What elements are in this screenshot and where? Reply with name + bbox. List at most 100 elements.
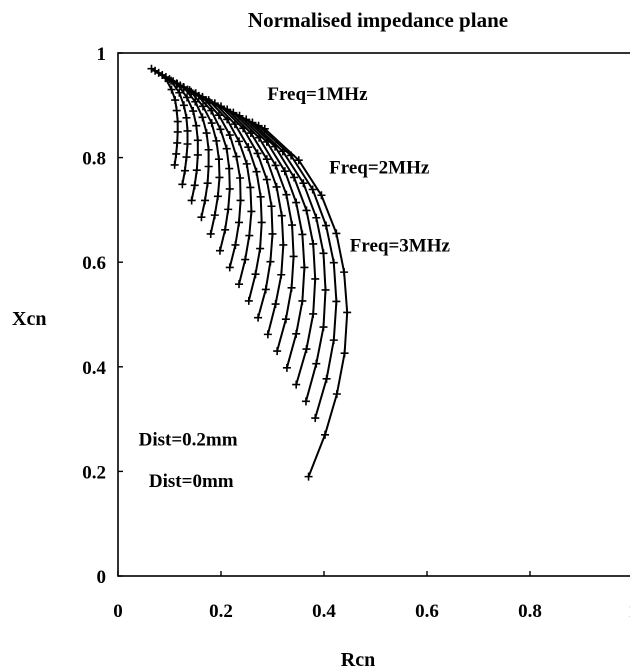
data-point <box>312 213 321 222</box>
data-point <box>215 173 224 182</box>
data-point <box>261 285 270 294</box>
data-point <box>192 121 201 130</box>
data-point <box>231 240 240 249</box>
data-point <box>214 111 223 120</box>
data-point <box>175 88 184 97</box>
data-point <box>302 206 311 215</box>
data-point <box>204 162 213 171</box>
data-point <box>224 205 233 214</box>
data-point <box>340 268 349 277</box>
y-axis-label: Xcn <box>12 308 46 330</box>
data-point <box>294 156 303 165</box>
y-tick-label: 0.6 <box>82 253 106 274</box>
x-axis-ticks: 0 0.2 0.4 0.6 0.8 1 <box>113 571 630 622</box>
data-point <box>263 330 272 339</box>
data-point <box>282 190 291 199</box>
data-point <box>277 270 286 279</box>
data-point <box>179 101 188 110</box>
data-point <box>312 359 321 368</box>
data-point <box>282 363 291 372</box>
annotation-label: Freq=1MHz <box>267 84 368 105</box>
data-point <box>207 119 216 128</box>
data-point <box>213 192 222 201</box>
data-point <box>321 430 330 439</box>
data-point <box>193 150 202 159</box>
data-point <box>268 229 277 238</box>
data-point <box>266 257 275 266</box>
data-point <box>257 218 266 227</box>
data-point <box>287 283 296 292</box>
data-point <box>256 192 265 201</box>
data-point <box>197 213 206 222</box>
series-line <box>205 99 338 419</box>
annotation-label: Freq=2MHz <box>329 157 430 178</box>
data-point <box>302 345 311 354</box>
data-point <box>225 131 234 140</box>
data-point <box>206 229 215 238</box>
data-point <box>172 106 181 115</box>
data-point <box>292 380 301 389</box>
data-point <box>187 87 196 96</box>
data-point <box>205 98 214 107</box>
data-point <box>329 336 338 345</box>
data-point <box>225 184 234 193</box>
data-point <box>311 414 320 423</box>
series-line <box>187 88 285 335</box>
annotation-label: Freq=3MHz <box>350 236 451 257</box>
x-tick-label: 0.2 <box>209 601 233 622</box>
data-point <box>203 179 212 188</box>
series-line <box>172 80 242 268</box>
data-point <box>204 145 213 154</box>
series-line <box>194 92 306 369</box>
data-point <box>277 211 286 220</box>
data-point <box>235 137 244 146</box>
data-point <box>309 309 318 318</box>
data-point <box>222 144 231 153</box>
data-point <box>172 149 181 158</box>
data-point <box>182 153 191 162</box>
data-point <box>236 173 245 182</box>
data-point <box>271 161 280 170</box>
data-point <box>192 166 201 175</box>
series-line <box>169 78 231 251</box>
data-point <box>300 263 309 272</box>
data-point <box>253 149 262 158</box>
data-point <box>298 230 307 239</box>
data-point <box>332 389 341 398</box>
data-point <box>292 198 301 207</box>
data-point <box>322 374 331 383</box>
chart-title: Normalised impedance plane <box>248 8 508 32</box>
data-point <box>343 308 352 317</box>
data-point <box>256 244 265 253</box>
data-point <box>319 323 328 332</box>
data-point <box>171 96 180 105</box>
data-point <box>280 167 289 176</box>
data-point <box>245 231 254 240</box>
plot-frame <box>117 52 630 577</box>
data-point <box>332 229 341 238</box>
y-tick-label: 1 <box>97 44 107 65</box>
series-line <box>158 72 199 201</box>
x-tick-label: 0.6 <box>415 601 439 622</box>
data-point <box>189 107 198 116</box>
data-point <box>235 218 244 227</box>
data-point <box>244 143 253 152</box>
data-point <box>299 179 308 188</box>
data-point <box>187 196 196 205</box>
data-point <box>289 252 298 261</box>
data-point <box>183 140 192 149</box>
y-tick-label: 0.2 <box>82 462 106 483</box>
x-tick-label: 1 <box>628 601 630 622</box>
data-point <box>290 173 299 182</box>
data-point <box>311 274 320 283</box>
data-point <box>210 211 219 220</box>
data-point <box>329 258 338 267</box>
x-tick-label: 0.8 <box>518 601 542 622</box>
data-point <box>340 349 349 358</box>
annotation-label: Dist=0mm <box>149 471 234 492</box>
x-axis-label: Rcn <box>341 649 375 671</box>
data-point <box>193 136 202 145</box>
data-point <box>332 297 341 306</box>
data-point <box>254 313 263 322</box>
